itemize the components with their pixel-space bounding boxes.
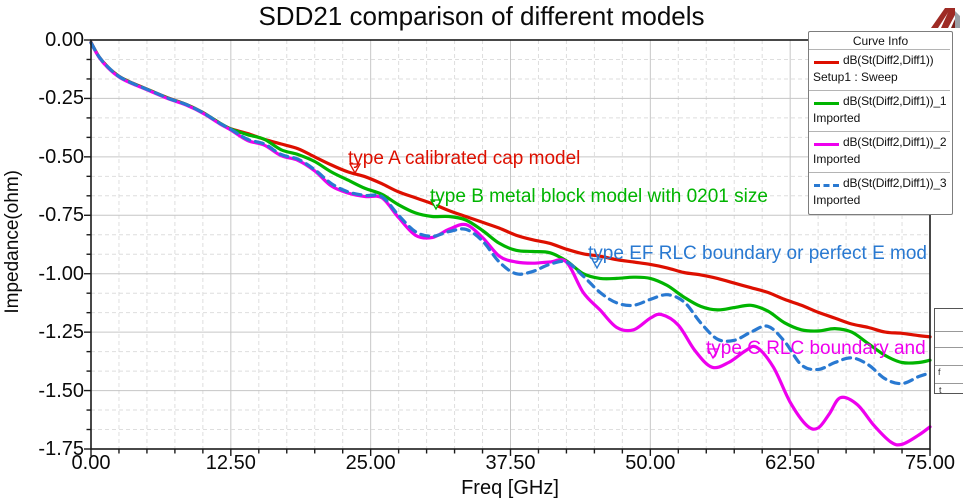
annotation-marker-type-c xyxy=(706,348,720,360)
y-tick-label: -0.50 xyxy=(38,145,84,168)
y-tick-label: -1.25 xyxy=(38,321,84,344)
y-tick-label: -0.75 xyxy=(38,204,84,227)
legend-entry-label: dB(St(Diff2,Diff1))_3 xyxy=(843,176,947,190)
x-tick-label: 12.50 xyxy=(205,452,256,474)
x-tick-label: 62.50 xyxy=(765,452,816,474)
legend-entry-label: dB(St(Diff2,Diff1)) xyxy=(843,53,934,67)
annotation-type-b[interactable]: type B metal block model with 0201 size xyxy=(430,186,768,207)
table-row-divider xyxy=(935,365,963,366)
legend-line-sample xyxy=(814,143,839,146)
annotation-type-ef[interactable]: type EF RLC boundary or perfect E mod xyxy=(588,243,927,264)
ansys-logo-icon xyxy=(931,8,960,28)
x-tick-label: 50.00 xyxy=(625,452,676,474)
plot-border xyxy=(90,39,931,450)
y-tick-label: -1.00 xyxy=(38,262,84,285)
x-tick-label: 75.00 xyxy=(904,452,956,474)
table-cell: f xyxy=(938,367,941,377)
legend-box[interactable]: Curve Info dB(St(Diff2,Diff1)) Setup1 : S… xyxy=(808,31,953,215)
annotation-marker-type-a xyxy=(348,163,362,175)
x-axis-label: Freq [GHz] xyxy=(461,477,559,499)
legend-title: Curve Info xyxy=(852,34,909,48)
curves xyxy=(89,40,932,447)
axis-ticks xyxy=(84,39,931,456)
legend-entry-3[interactable]: dB(St(Diff2,Diff1))_2 Imported xyxy=(809,131,950,173)
legend-line-sample xyxy=(814,184,839,187)
legend-entry-label: dB(St(Diff2,Diff1))_2 xyxy=(843,135,947,149)
table-cell: t xyxy=(939,385,942,395)
annotation-type-c[interactable]: type C RLC boundary and xyxy=(706,338,926,359)
legend-entry-solution: Imported xyxy=(813,111,861,125)
y-tick-label: -0.25 xyxy=(38,87,84,110)
legend-entry-4[interactable]: dB(St(Diff2,Diff1))_3 Imported xyxy=(809,172,950,214)
y-tick-label: -1.75 xyxy=(38,438,84,460)
curve-4 xyxy=(89,41,932,386)
annotation-type-a[interactable]: type A calibrated cap model xyxy=(348,148,581,169)
legend-line-sample xyxy=(814,102,839,105)
annotation-marker-type-ef xyxy=(590,258,604,270)
x-tick-label: 25.00 xyxy=(345,452,396,474)
x-tick-label: 37.50 xyxy=(485,452,536,474)
x-tick-label: 0.00 xyxy=(71,452,111,474)
chart-title: SDD21 comparison of different models xyxy=(258,1,705,31)
table-row-divider xyxy=(935,347,963,348)
legend-line-sample xyxy=(814,61,839,64)
legend-entry-solution: Setup1 : Sweep xyxy=(813,70,898,84)
table-row-divider xyxy=(935,331,963,332)
legend-entry-solution: Imported xyxy=(813,193,861,207)
legend-entry-2[interactable]: dB(St(Diff2,Diff1))_1 Imported xyxy=(809,90,950,132)
annotation-markers xyxy=(348,163,720,360)
table-row-divider xyxy=(935,383,963,384)
annotation-marker-type-b xyxy=(429,199,443,211)
grid xyxy=(91,40,930,449)
y-tick-label: -1.50 xyxy=(38,379,84,402)
legend-entry-1[interactable]: dB(St(Diff2,Diff1)) Setup1 : Sweep xyxy=(809,49,950,91)
y-tick-label: 0.00 xyxy=(45,29,84,51)
curve-3 xyxy=(89,41,932,447)
legend-entry-solution: Imported xyxy=(813,152,861,166)
legend-entry-label: dB(St(Diff2,Diff1))_1 xyxy=(843,94,947,108)
